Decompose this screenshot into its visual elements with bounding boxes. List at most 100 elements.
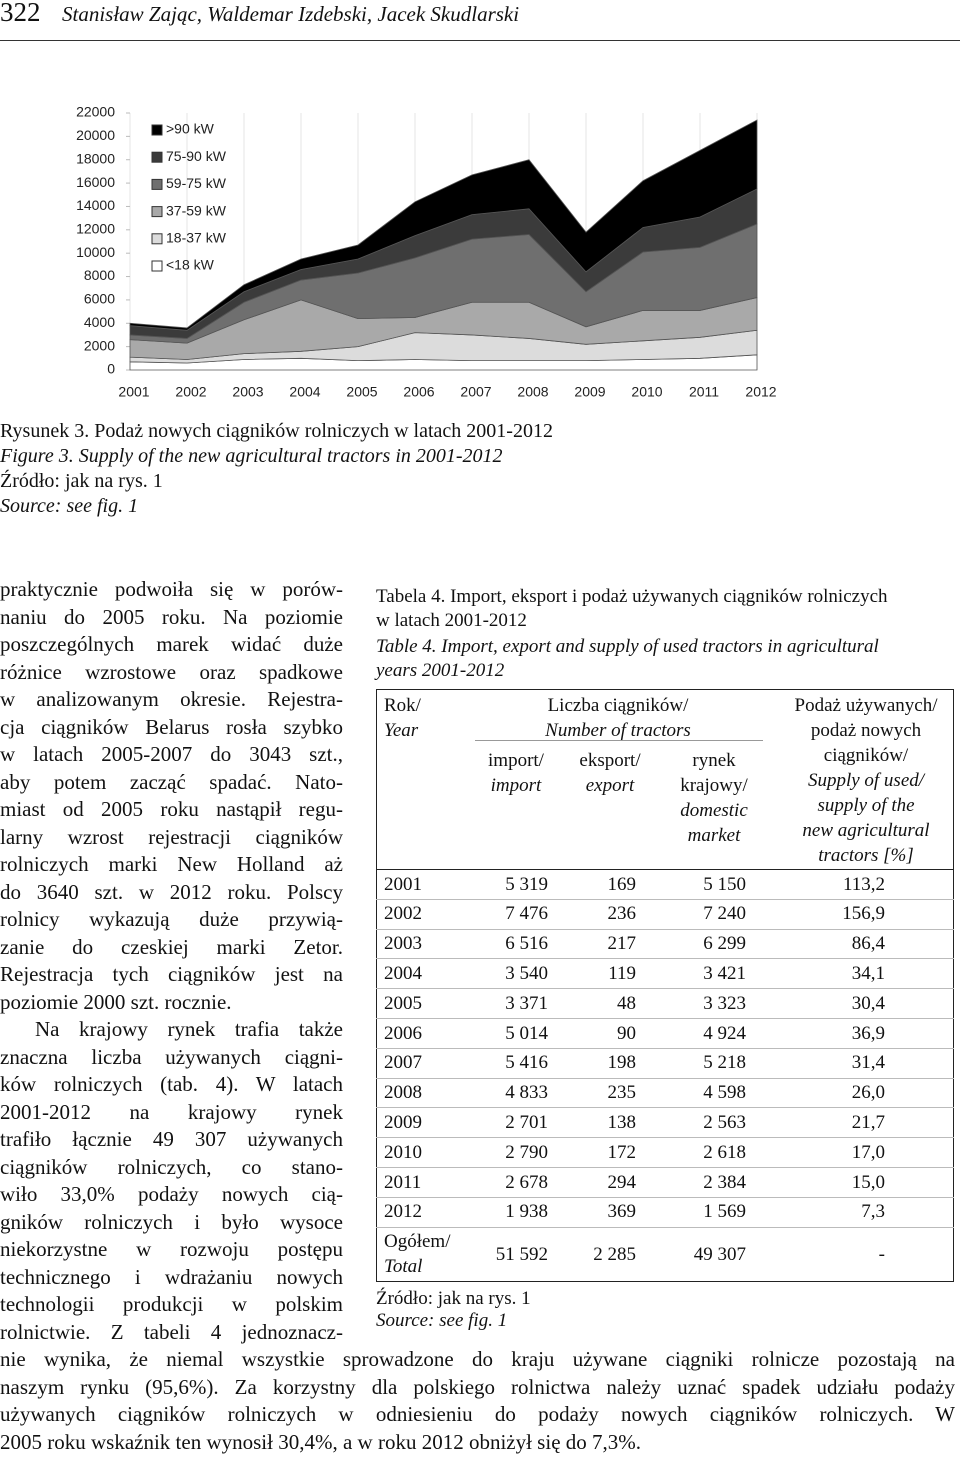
table-cell: 3 421 xyxy=(703,962,746,984)
body-line: rolniczych marki New Holland aż xyxy=(0,852,343,876)
table-cell: 2004 xyxy=(384,962,422,984)
row-rule xyxy=(376,898,954,900)
table-cell: 2 678 xyxy=(505,1171,548,1193)
y-tick-label: 8000 xyxy=(84,267,115,283)
table-cell: 2006 xyxy=(384,1022,422,1044)
table-cell: 235 xyxy=(607,1082,637,1104)
header-cell: rynek xyxy=(692,750,736,771)
y-tick-label: 18000 xyxy=(76,150,115,166)
x-tick-label: 2012 xyxy=(745,384,776,400)
header-cell: import/ xyxy=(488,750,544,771)
row-rule xyxy=(376,1077,954,1079)
table-cell: 2 701 xyxy=(505,1111,548,1133)
table-header-rule xyxy=(376,869,954,870)
body-line: wiło 33,0% podaży nowych cią- xyxy=(0,1182,343,1206)
body-line: larny wzrost rejestracji ciągników xyxy=(0,824,343,849)
x-tick-label: 2003 xyxy=(232,384,263,400)
table-cell: 49 307 xyxy=(693,1243,746,1265)
body-line: Rejestracja tych ciągników jest na xyxy=(0,962,343,986)
x-tick-label: 2011 xyxy=(689,384,719,400)
table-title: w latach 2001-2012 xyxy=(376,610,527,631)
table-title-en: years 2001-2012 xyxy=(376,660,505,681)
table-cell: 4 598 xyxy=(703,1082,746,1104)
table-cell: 5 150 xyxy=(703,873,746,895)
legend-swatch xyxy=(151,206,163,218)
header-cell: export xyxy=(585,775,635,796)
body-line: naszym rynku (95,6%). Za korzystny dla p… xyxy=(0,1374,955,1399)
table-cell: 2 790 xyxy=(505,1141,548,1163)
table-cell: 15,0 xyxy=(851,1171,885,1193)
table-cell: 236 xyxy=(607,903,637,925)
body-line: do 3640 szt. w 2012 roku. Polscy xyxy=(0,879,343,904)
table-cell: 1 569 xyxy=(703,1201,746,1223)
y-tick-label: 12000 xyxy=(76,221,115,237)
row-rule xyxy=(376,1047,954,1049)
table-cell: 48 xyxy=(617,992,636,1014)
table-cell: 6 516 xyxy=(505,933,548,955)
table-cell: 7 240 xyxy=(703,903,746,925)
table-cell: 2011 xyxy=(384,1171,422,1193)
table-cell: 2 618 xyxy=(703,1141,746,1163)
table-cell: 5 416 xyxy=(505,1052,548,1074)
header-cell: podaż nowych xyxy=(810,720,922,741)
body-line: różnice wzrostowe oraz spadkowe xyxy=(0,659,343,684)
row-rule xyxy=(376,1167,954,1168)
row-rule xyxy=(376,928,954,930)
body-line: używanych ciągników rolniczych w odniesi… xyxy=(0,1402,955,1426)
y-tick-label: 2000 xyxy=(84,337,115,353)
table-cell: 113,2 xyxy=(842,873,885,895)
table-cell: 3 323 xyxy=(703,992,746,1014)
table-cell: 2008 xyxy=(384,1082,422,1104)
body-line: miast od 2005 roku nastąpił regu- xyxy=(0,797,343,821)
body-line: technologii produkcji w polskim xyxy=(0,1292,343,1316)
table-cell: 217 xyxy=(607,933,637,955)
y-tick-label: 16000 xyxy=(76,174,115,190)
table-cell: 2 563 xyxy=(703,1111,746,1133)
table-cell: 17,0 xyxy=(851,1141,885,1163)
table-cell: 5 014 xyxy=(505,1022,548,1044)
table-cell: 86,4 xyxy=(851,933,885,955)
body-line: niekorzystne w rozwoju postępu xyxy=(0,1237,343,1261)
legend-swatch xyxy=(151,178,163,190)
body-line: cja ciągników Belarus rosła szybko xyxy=(0,714,343,739)
figure-title: Rysunek 3. Podaż nowych ciągników rolnic… xyxy=(0,420,553,442)
table-cell: 36,9 xyxy=(851,1022,885,1044)
table-title-en: Table 4. Import, export and supply of us… xyxy=(376,636,879,657)
row-rule xyxy=(376,1137,954,1139)
table-cell: 119 xyxy=(608,962,636,984)
table-cell: 4 833 xyxy=(505,1082,548,1104)
body-line: nie wynika, że niemal wszystkie sprowadz… xyxy=(0,1347,955,1371)
table-cell: 156,9 xyxy=(842,903,885,925)
table-cell: 5 218 xyxy=(703,1052,746,1074)
body-line: ciągników rolniczych, co stano- xyxy=(0,1154,343,1179)
table-cell: 31,4 xyxy=(851,1052,885,1074)
table-cell: 1 938 xyxy=(505,1201,548,1223)
table-cell: 5 319 xyxy=(505,873,548,895)
header-cell: ciągników/ xyxy=(823,745,909,766)
row-rule xyxy=(376,1107,954,1109)
x-tick-label: 2001 xyxy=(118,384,149,400)
legend-label: 59-75 kW xyxy=(166,175,227,191)
header-cell: new agricultural xyxy=(802,820,930,841)
table-cell: 138 xyxy=(607,1111,637,1133)
table-cell: 90 xyxy=(617,1022,636,1044)
table-cell: 369 xyxy=(607,1201,637,1223)
header-cell: Liczba ciągników/ xyxy=(547,695,689,716)
table-source-en: Source: see fig. 1 xyxy=(376,1310,508,1331)
table-frame xyxy=(376,689,954,1282)
header-cell: krajowy/ xyxy=(680,775,748,796)
row-rule xyxy=(376,1226,954,1228)
body-line: poszczególnych marek widać duże xyxy=(0,632,343,656)
body-line: poziomie 2000 szt. rocznie. xyxy=(0,989,232,1014)
header-cell: tractors [%] xyxy=(818,845,914,866)
table-cell: 3 371 xyxy=(505,992,548,1014)
header-cell: Podaż używanych/ xyxy=(794,695,938,716)
table-cell: 2005 xyxy=(384,992,422,1014)
legend-label: <18 kW xyxy=(166,257,215,273)
x-tick-label: 2009 xyxy=(574,384,605,400)
table-cell: 2012 xyxy=(384,1201,422,1223)
group-rule xyxy=(475,740,763,741)
table-cell: 2009 xyxy=(384,1111,422,1133)
table-cell: Ogółem/ xyxy=(384,1230,451,1252)
body-line: ków rolniczych (tab. 4). W latach xyxy=(0,1072,343,1096)
